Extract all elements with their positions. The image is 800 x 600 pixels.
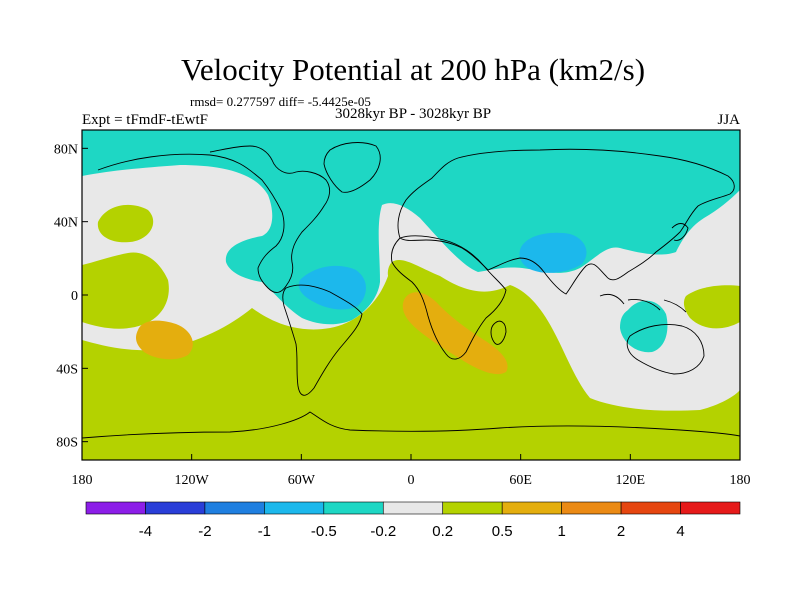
colorbar-bin [204, 501, 265, 515]
coastline-south-america [282, 284, 363, 396]
strong-positive-southern-africa [402, 292, 508, 375]
strong-negative-south-asia [519, 232, 587, 273]
colorbar-label: 0.2 [432, 523, 453, 540]
negative-region-northern-hemisphere [82, 130, 740, 325]
colorbar-bin [145, 501, 206, 515]
colorbar-label: -0.5 [311, 523, 337, 540]
coastline-australia [626, 324, 705, 375]
colorbar-label: 0.5 [492, 523, 513, 540]
colorbar-label: 1 [557, 523, 565, 540]
y-tick-label: 80S [56, 436, 78, 451]
negative-region-maritime-continent [620, 300, 668, 353]
x-tick-label: 60W [288, 473, 316, 488]
colorbar-bin [264, 501, 325, 515]
colorbar-bin [620, 501, 681, 515]
positive-region-west-african-coast [387, 260, 420, 285]
x-tick-label: 180 [730, 473, 751, 488]
colorbar-bin [323, 501, 384, 515]
strong-negative-tropical-atlantic [298, 265, 366, 310]
y-tick-label: 40S [56, 362, 78, 377]
colorbar-bin [442, 501, 503, 515]
x-tick-label: 60E [509, 473, 532, 488]
y-tick-label: 40N [54, 216, 78, 231]
y-tick-label: 80N [54, 142, 78, 157]
colorbar-label: -1 [258, 523, 271, 540]
colorbar-label: -4 [139, 523, 152, 540]
coastline-greenland [323, 142, 381, 193]
colorbar-label: -2 [198, 523, 211, 540]
y-axis-ticks: 80N 40N 0 40S 80S [54, 142, 88, 451]
colorbar-bin [561, 501, 622, 515]
coastline-north-america [97, 145, 331, 293]
coastline-madagascar [490, 320, 507, 345]
colorbar: -4 -2 -1 -0.5 -0.2 0.2 0.5 1 2 4 [85, 501, 741, 540]
positive-region-southeast-pacific [82, 252, 169, 329]
positive-region-southern-belt [82, 260, 740, 460]
x-axis-ticks: 180 120W 60W 0 60E 120E 180 [72, 454, 751, 488]
coastline-japan [671, 223, 689, 241]
experiment-label: Expt = tFmdF-tEwtF [82, 112, 208, 128]
period-label: 3028kyr BP - 3028kyr BP [334, 106, 492, 122]
x-tick-label: 120W [175, 473, 210, 488]
season-label: JJA [717, 112, 740, 128]
colorbar-label: 2 [617, 523, 625, 540]
colorbar-bin [382, 501, 444, 515]
map-title: Velocity Potential at 200 hPa (km2/s) [180, 52, 646, 87]
coastline-africa [391, 235, 507, 360]
colorbar-bin [85, 501, 146, 515]
map-field [82, 130, 740, 460]
coastline-eurasia [397, 148, 735, 295]
x-tick-label: 180 [72, 473, 93, 488]
x-tick-label: 0 [408, 473, 415, 488]
positive-region-west-pacific [683, 285, 740, 329]
coastline-antarctica [82, 411, 740, 439]
rmsd-diff-stats: rmsd= 0.277597 diff= -5.4425e-05 [190, 94, 371, 109]
coastlines [82, 142, 740, 439]
colorbar-label: -0.2 [370, 523, 396, 540]
colorbar-label: 4 [676, 523, 684, 540]
coastline-maritime-islands [599, 293, 687, 313]
y-tick-label: 0 [71, 289, 78, 304]
strong-positive-south-pacific [136, 320, 193, 360]
x-tick-label: 120E [616, 473, 646, 488]
colorbar-bin [501, 501, 562, 515]
colorbar-bin [680, 501, 741, 515]
positive-region-northeast-pacific [97, 204, 154, 243]
